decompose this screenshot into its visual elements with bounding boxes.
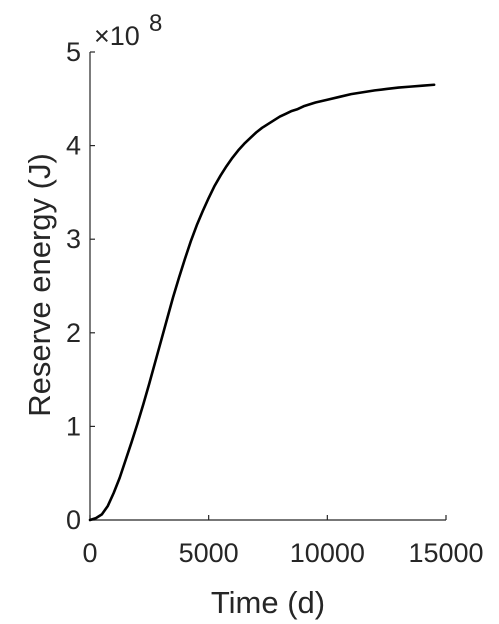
plot-axes [89, 52, 446, 521]
y-axis-ticks: 0 1 2 3 4 5 [66, 37, 95, 535]
y-tick-label: 3 [66, 224, 81, 254]
x-axis-title: Time (d) [211, 585, 325, 620]
x-tick-label: 0 [82, 538, 97, 568]
x-tick-label: 5000 [179, 538, 239, 568]
x-tick-label: 10000 [290, 538, 365, 568]
y-tick-label: 4 [66, 131, 81, 161]
x-axis-ticks: 0 5000 10000 15000 [82, 515, 484, 568]
y-multiplier-label: ×10 [94, 21, 140, 51]
y-multiplier-exponent: 8 [149, 10, 162, 37]
y-tick-label: 2 [66, 318, 81, 348]
y-tick-label: 5 [66, 37, 81, 67]
y-tick-label: 1 [66, 411, 81, 441]
series-line [88, 83, 436, 522]
y-tick-label: 0 [66, 505, 81, 535]
x-tick-label: 15000 [408, 538, 483, 568]
y-axis-title: Reserve energy (J) [22, 153, 57, 417]
